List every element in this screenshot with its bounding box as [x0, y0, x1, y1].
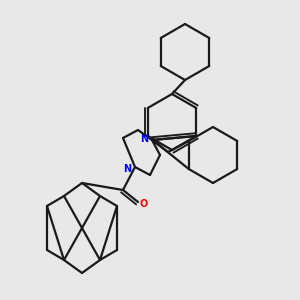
Text: N: N — [140, 134, 148, 144]
Text: N: N — [123, 164, 131, 174]
Text: O: O — [140, 199, 148, 209]
